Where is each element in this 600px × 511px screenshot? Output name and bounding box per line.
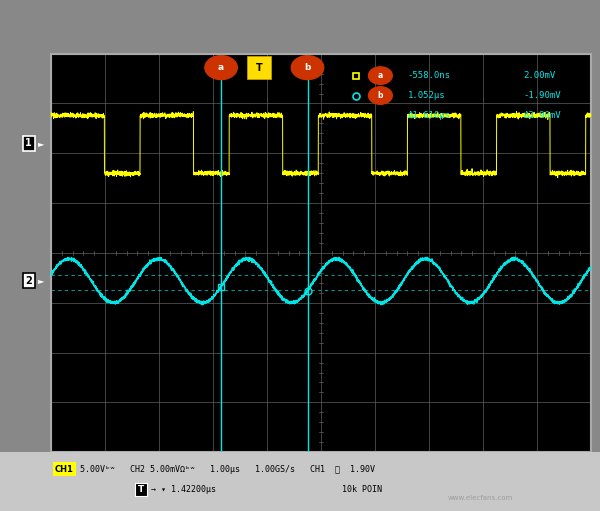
Text: 2.00mV: 2.00mV xyxy=(523,71,556,80)
Text: 1: 1 xyxy=(25,138,32,148)
Text: a: a xyxy=(378,71,383,80)
Text: T: T xyxy=(256,63,262,73)
Text: a: a xyxy=(218,63,224,72)
Circle shape xyxy=(368,67,392,84)
Text: -558.0ns: -558.0ns xyxy=(407,71,451,80)
Text: 1.052μs: 1.052μs xyxy=(407,91,445,100)
Text: 5.00Vᵇʷ   CH2 5.00mVΩᵇʷ   1.00μs   1.00GS/s   CH1  ⎏  1.90V: 5.00Vᵇʷ CH2 5.00mVΩᵇʷ 1.00μs 1.00GS/s CH… xyxy=(80,464,375,474)
Text: 2: 2 xyxy=(25,276,32,286)
Text: -1.90mV: -1.90mV xyxy=(523,91,561,100)
Text: CH1: CH1 xyxy=(55,464,74,474)
Text: b: b xyxy=(377,91,383,100)
Text: Δ1.610μs: Δ1.610μs xyxy=(407,111,451,120)
Text: Δ3.90mV: Δ3.90mV xyxy=(523,111,561,120)
Text: 10k POIN: 10k POIN xyxy=(342,485,382,494)
Text: → ▾ 1.42200μs: → ▾ 1.42200μs xyxy=(151,485,216,494)
Text: T: T xyxy=(138,485,144,494)
Bar xyxy=(247,56,271,79)
Circle shape xyxy=(205,56,238,80)
Circle shape xyxy=(368,87,392,104)
Text: ►: ► xyxy=(38,139,44,148)
Text: www.elecfans.com: www.elecfans.com xyxy=(448,495,512,501)
Text: b: b xyxy=(304,63,311,72)
Text: ►: ► xyxy=(38,276,44,285)
Circle shape xyxy=(292,56,324,80)
